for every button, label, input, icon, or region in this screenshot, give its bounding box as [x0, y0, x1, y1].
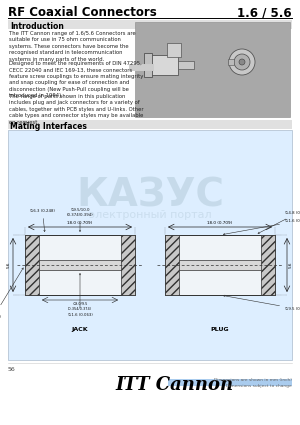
Text: Dimensions are shown in mm (inch): Dimensions are shown in mm (inch) — [214, 378, 292, 382]
Bar — [165, 235, 179, 295]
Bar — [178, 61, 194, 69]
Text: PLUG: PLUG — [211, 327, 229, 332]
Bar — [165, 235, 275, 295]
Text: электронный портал: электронный портал — [89, 210, 211, 220]
Bar — [168, 379, 292, 386]
Text: Dimensions subject to change: Dimensions subject to change — [226, 384, 292, 388]
Text: RF Coaxial Connectors: RF Coaxial Connectors — [8, 6, 157, 19]
Bar — [25, 260, 135, 270]
Bar — [167, 43, 181, 57]
Bar — [135, 22, 290, 117]
Circle shape — [229, 49, 255, 75]
Bar — [8, 120, 292, 129]
Text: ∅6.3 (0.248): ∅6.3 (0.248) — [30, 209, 55, 232]
Bar — [228, 59, 234, 65]
Text: ∅9.5/10.0
(0.374/0.394): ∅9.5/10.0 (0.374/0.394) — [67, 208, 93, 232]
Text: JACK: JACK — [72, 327, 88, 332]
Text: 1.6 / 5.6: 1.6 / 5.6 — [237, 6, 292, 19]
Text: Mating Interfaces: Mating Interfaces — [10, 122, 87, 130]
Bar — [261, 235, 275, 295]
Circle shape — [234, 54, 250, 70]
Text: ∅9.0/9.5
(0.354/0.374): ∅9.0/9.5 (0.354/0.374) — [68, 302, 92, 311]
Bar — [8, 20, 292, 29]
Text: The range of parts shown in this publication
includes plug and jack connectors f: The range of parts shown in this publica… — [9, 94, 144, 125]
Text: ∅1.6 (0.063): ∅1.6 (0.063) — [223, 219, 300, 235]
Text: 5.6: 5.6 — [7, 262, 11, 268]
Text: 5.6: 5.6 — [289, 262, 293, 268]
Text: The ITT Cannon range of 1.6/5.6 Connectors are
suitable for use in 75 ohm commun: The ITT Cannon range of 1.6/5.6 Connecto… — [9, 31, 136, 62]
Text: ∅1.6 (0.063): ∅1.6 (0.063) — [68, 273, 92, 317]
Text: ITT Cannon: ITT Cannon — [115, 376, 233, 394]
Text: 18.0 (0.709): 18.0 (0.709) — [207, 221, 232, 225]
Bar — [121, 235, 135, 295]
Bar — [165, 260, 275, 270]
Bar — [25, 235, 135, 295]
Bar — [150, 55, 178, 75]
Text: Introduction: Introduction — [10, 22, 64, 31]
Circle shape — [239, 59, 245, 65]
Text: КАЗУС: КАЗУС — [76, 176, 224, 214]
Bar — [144, 53, 152, 77]
Bar — [8, 130, 292, 360]
Bar — [25, 235, 39, 295]
Text: Designed to meet the requirements of DIN 47295,
CECC 22040 and IEC 169-13, these: Designed to meet the requirements of DIN… — [9, 61, 143, 98]
Text: ∅4.8 (0.189): ∅4.8 (0.189) — [258, 211, 300, 233]
Text: 18.0 (0.709): 18.0 (0.709) — [68, 221, 93, 225]
Text: ∅14.0
(0.551): ∅14.0 (0.551) — [0, 268, 23, 319]
Text: 56: 56 — [8, 367, 16, 372]
Text: ∅9.5 (0.374): ∅9.5 (0.374) — [223, 295, 300, 311]
